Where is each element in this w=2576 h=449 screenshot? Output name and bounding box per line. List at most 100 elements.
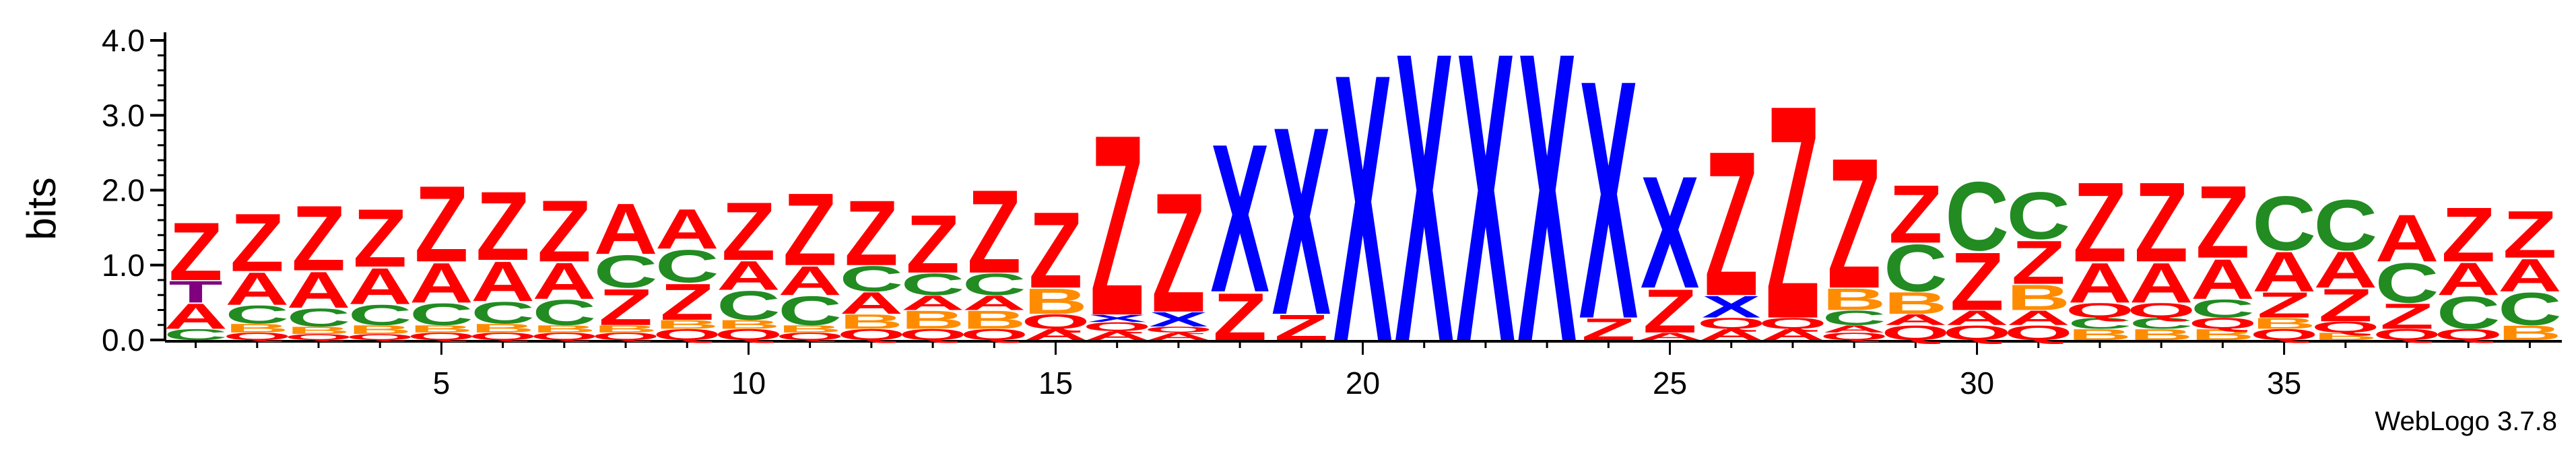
logo-letter-A: A	[1822, 323, 1886, 335]
logo-letter-B: B	[1822, 282, 1886, 316]
logo-letter-Z: Z	[1152, 157, 1206, 348]
logo-letter-A: A	[1945, 306, 2009, 329]
logo-letter-B: B	[901, 306, 965, 335]
logo-letter-Z: Z	[783, 172, 837, 287]
logo-letter-X: X	[1088, 312, 1147, 324]
logo-letter-Q: Q	[2188, 315, 2257, 333]
stack-position-20: X	[1333, 0, 1393, 421]
logo-letter-Q: Q	[1021, 310, 1090, 333]
logo-letter-A: A	[2313, 241, 2377, 299]
logo-letter-Z: Z	[967, 165, 1021, 298]
logo-letter-X: X	[1395, 0, 1454, 428]
y-axis-label: bits	[19, 177, 64, 240]
logo-letter-B: B	[1884, 285, 1948, 320]
x-axis: 5 10 15 20 25 30 35	[165, 340, 2562, 401]
logo-letter-B: B	[2313, 331, 2377, 342]
logo-letter-B: B	[2129, 326, 2193, 343]
logo-letter-A: A	[1761, 326, 1825, 343]
logo-letter-C: C	[532, 293, 596, 333]
logo-letter-X: X	[1149, 308, 1208, 331]
logo-letter-Z: Z	[353, 192, 407, 284]
logo-letter-Z: Z	[721, 185, 775, 277]
y-tick-label: 3.0	[102, 98, 145, 133]
logo-letter-Q: Q	[960, 326, 1028, 343]
logo-letter-Z: Z	[1643, 277, 1696, 346]
logo-letter-A: A	[839, 285, 903, 320]
logo-letter-A: A	[2498, 250, 2562, 302]
logo-letter-B: B	[2006, 277, 2070, 318]
logo-letter-C: C	[2437, 287, 2501, 339]
logo-letter-Z: Z	[2073, 159, 2127, 286]
logo-letter-C: C	[778, 287, 842, 334]
logo-letter-B: B	[655, 318, 719, 332]
x-tick-label: 15	[1038, 366, 1073, 401]
logo-letter-Z: Z	[2195, 165, 2249, 280]
logo-letter-X: X	[1702, 289, 1761, 324]
logo-letter-C: C	[348, 299, 412, 331]
logo-letter-X: X	[1579, 9, 1639, 390]
stack-position-25: AZX	[1638, 143, 1702, 346]
logo-letter-Z: Z	[1888, 168, 1942, 260]
logo-letter-A: A	[1699, 326, 1763, 343]
logo-letter-Z: Z	[2319, 279, 2373, 331]
logo-letter-C: C	[2498, 283, 2562, 335]
logo-letter-B: B	[287, 324, 351, 336]
logo-letter-A: A	[2252, 240, 2316, 304]
logo-letter-Z: Z	[845, 181, 898, 285]
logo-letter-A: A	[164, 296, 228, 337]
logo-letter-Q: Q	[1697, 315, 1766, 333]
logo-letter-Q: Q	[2127, 299, 2195, 322]
weblogo-credit: WebLogo 3.7.8	[2375, 407, 2557, 436]
logo-letter-X: X	[1456, 0, 1515, 428]
x-tick-label: 10	[731, 366, 766, 401]
y-tick-label: 4.0	[102, 23, 145, 58]
logo-letter-Z: Z	[1827, 119, 1881, 327]
logo-letter-C: C	[2313, 185, 2377, 266]
logo-letter-B: B	[594, 323, 658, 335]
logo-letter-B: B	[717, 318, 781, 332]
stack-position-21: X	[1395, 0, 1454, 428]
logo-letter-X: X	[1210, 100, 1269, 337]
logo-letter-B: B	[2498, 322, 2562, 345]
stack-position-22: X	[1456, 0, 1515, 428]
logo-letter-Z: Z	[1213, 279, 1267, 354]
logo-letter-A: A	[962, 291, 1026, 314]
logo-letter-C: C	[287, 303, 351, 332]
logo-letter-Z: Z	[1274, 308, 1328, 348]
logo-letter-X: X	[1272, 71, 1331, 371]
logo-letter-B: B	[2191, 326, 2255, 343]
logo-letter-Q: Q	[1758, 315, 1827, 333]
y-tick-label: 2.0	[102, 173, 145, 208]
logo-letter-Q: Q	[2004, 322, 2073, 345]
logo-letter-C: C	[471, 296, 535, 330]
logo-letter-Z: Z	[476, 172, 530, 281]
logo-letter-C: C	[225, 300, 289, 329]
logo-letter-Q: Q	[1943, 322, 2012, 345]
logo-letter-Z: Z	[1950, 235, 2004, 327]
logo-letter-Z: Z	[599, 279, 653, 337]
logo-letter-Q: Q	[776, 331, 845, 342]
logo-letter-Q: Q	[1083, 320, 1152, 334]
stack-position-18: ZX	[1210, 100, 1269, 354]
logo-letter-X: X	[1641, 143, 1700, 322]
logo-letter-Z: Z	[2134, 159, 2188, 286]
logo-letter-A: A	[2006, 306, 2070, 329]
logo-letter-B: B	[409, 323, 473, 335]
stack-position-23: X	[1517, 0, 1577, 428]
logo-letter-Z: Z	[537, 182, 591, 281]
x-tick-label: 25	[1653, 366, 1687, 401]
